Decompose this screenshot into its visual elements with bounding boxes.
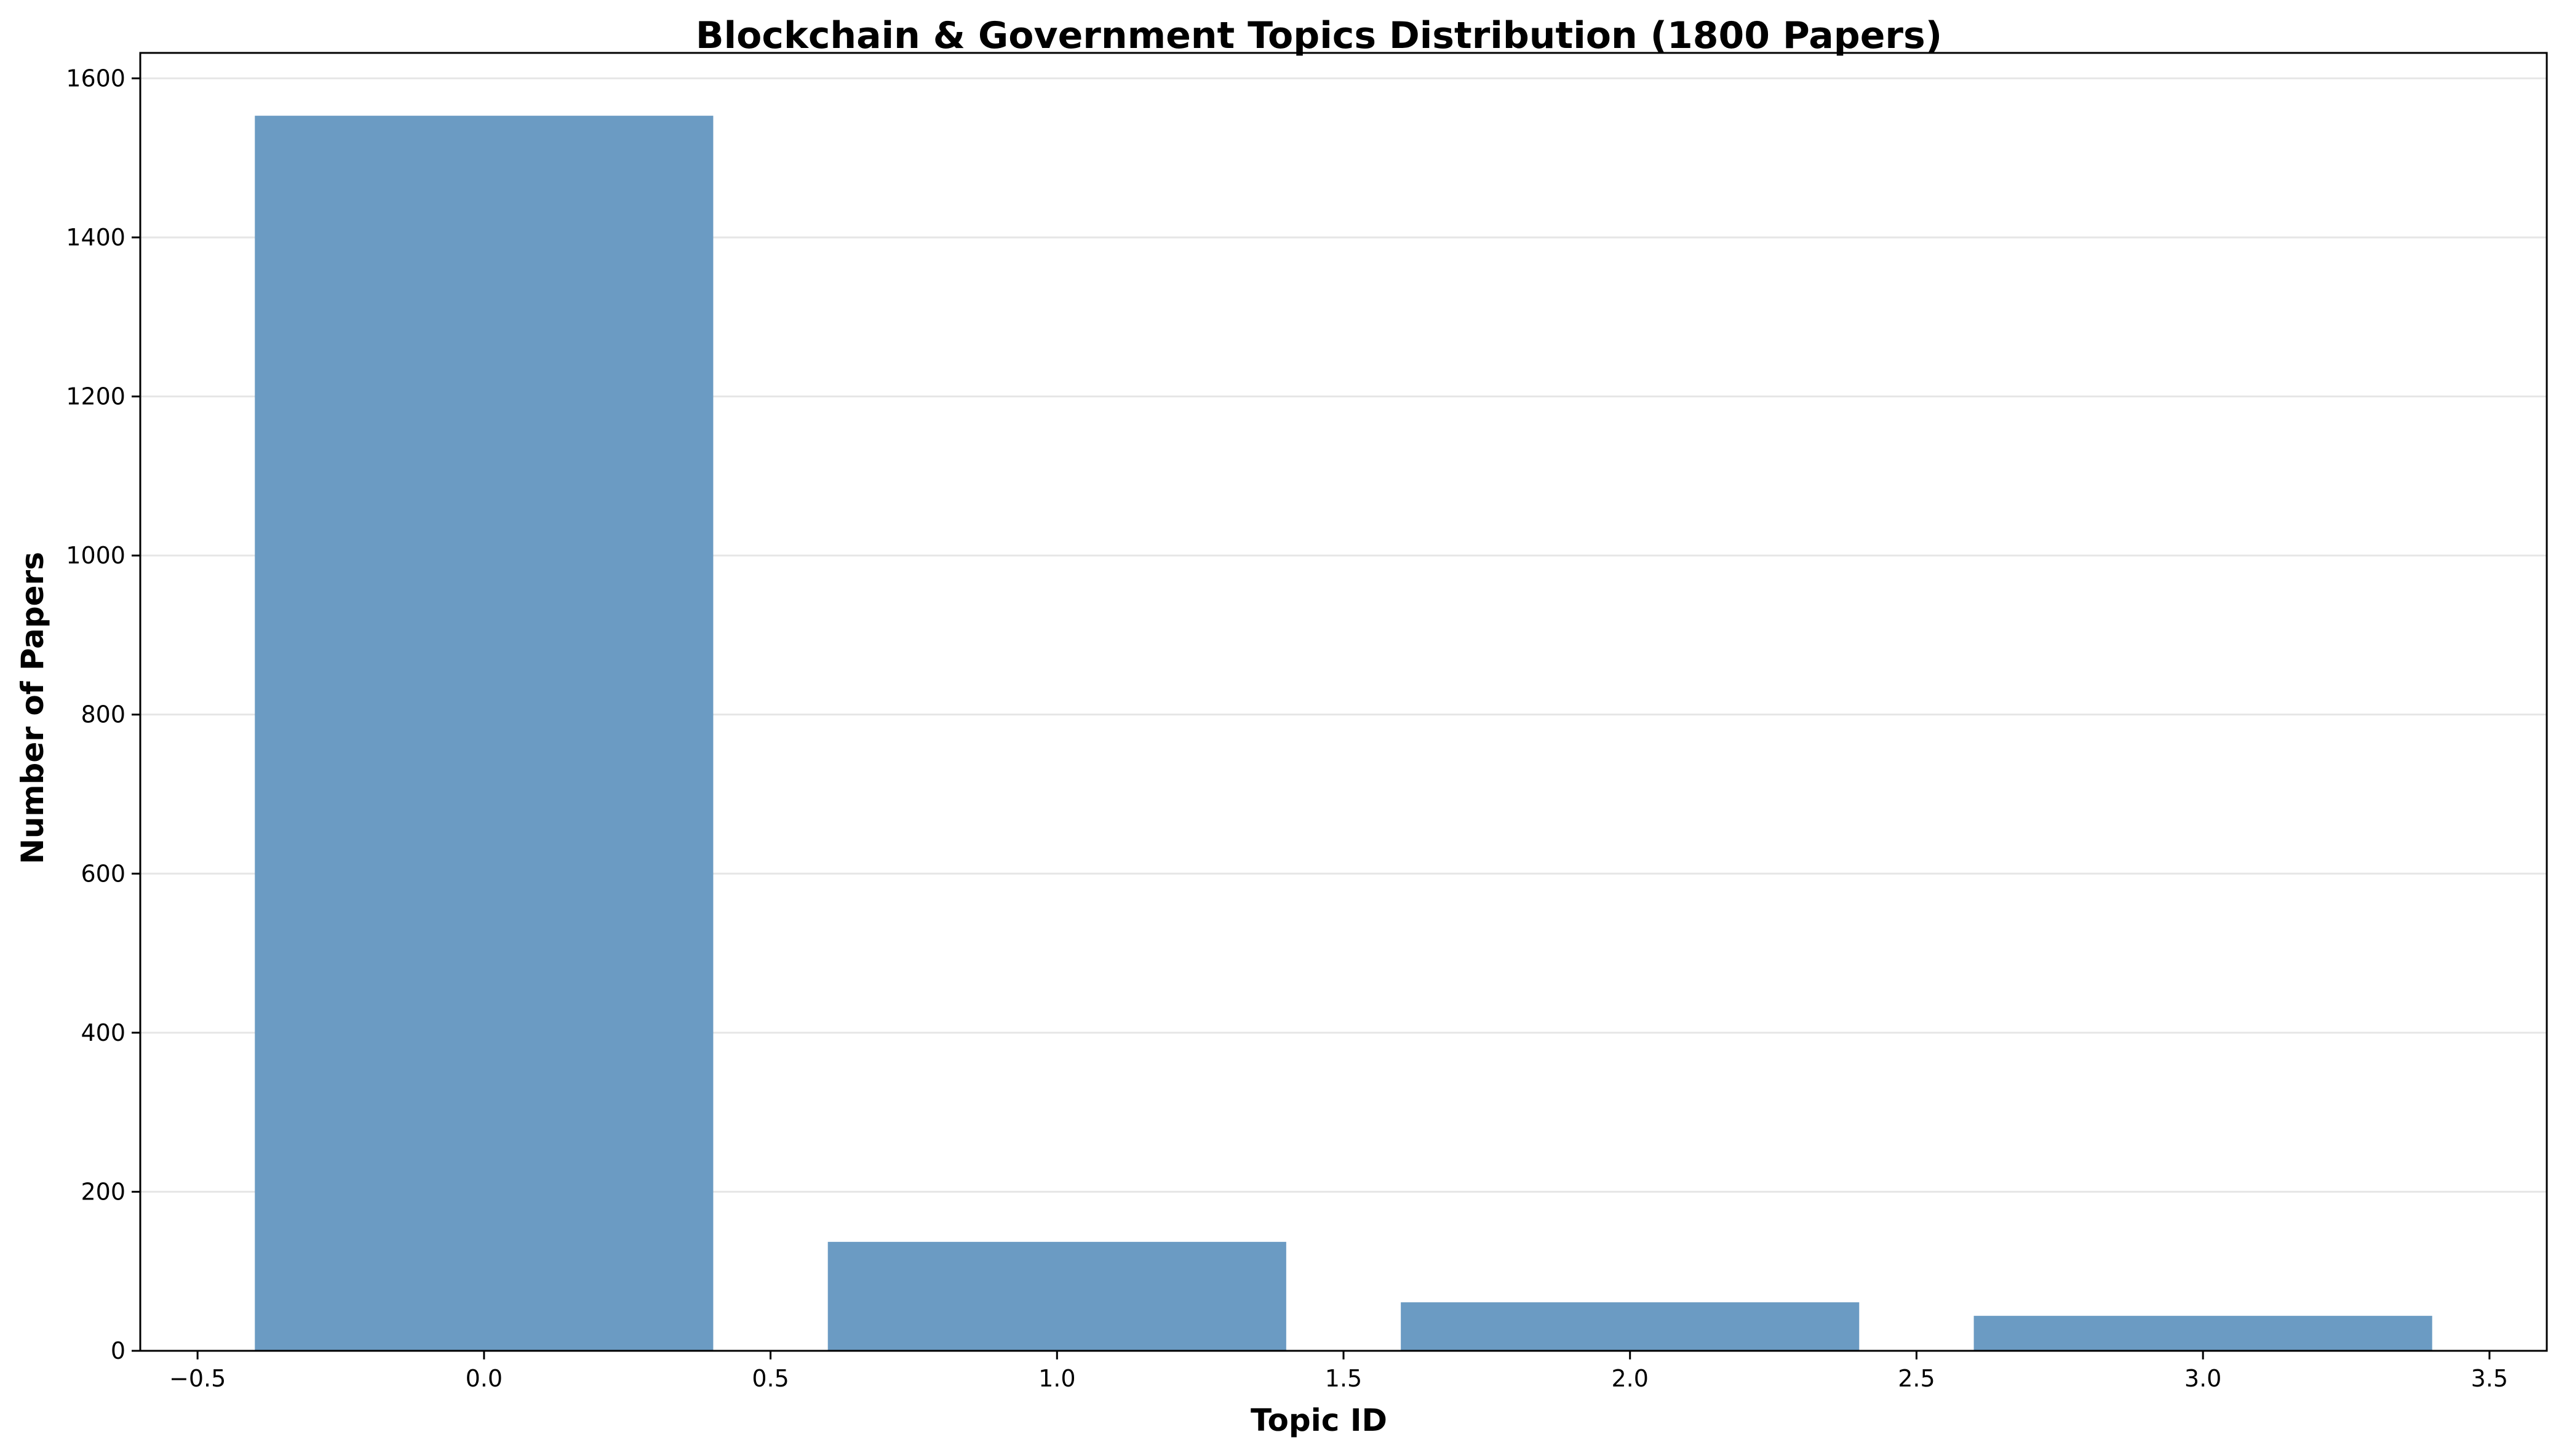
bar-topic-0 [255, 116, 714, 1351]
x-tick-label-8: 3.5 [2471, 1365, 2508, 1392]
y-axis-ticks: 0 200 400 600 800 1000 1200 1400 1600 [66, 65, 140, 1364]
y-tick-label-7: 1400 [66, 224, 125, 251]
x-axis-ticks: −0.5 0.0 0.5 1.0 1.5 2.0 2.5 3.0 3.5 [169, 1351, 2508, 1392]
y-tick-label-6: 1200 [66, 383, 125, 410]
y-tick-label-8: 1600 [66, 65, 125, 92]
bar-topic-3 [1973, 1316, 2432, 1351]
bar-topic-1 [827, 1241, 1286, 1351]
x-axis-label: Topic ID [1251, 1402, 1387, 1438]
x-tick-label-7: 3.0 [2184, 1365, 2221, 1392]
y-tick-label-1: 200 [81, 1178, 125, 1205]
y-tick-label-4: 800 [81, 701, 125, 728]
chart-title: Blockchain & Government Topics Distribut… [696, 14, 1942, 57]
x-tick-label-1: 0.0 [466, 1365, 503, 1392]
x-tick-label-3: 1.0 [1038, 1365, 1075, 1392]
x-tick-label-5: 2.0 [1611, 1365, 1648, 1392]
y-tick-label-3: 600 [81, 860, 125, 887]
x-tick-label-0: −0.5 [169, 1365, 226, 1392]
bar-topic-2 [1401, 1302, 1860, 1351]
y-tick-label-0: 0 [111, 1337, 125, 1364]
x-tick-label-4: 1.5 [1325, 1365, 1362, 1392]
y-tick-label-5: 1000 [66, 542, 125, 569]
y-axis-label: Number of Papers [15, 552, 50, 864]
y-tick-label-2: 400 [81, 1019, 125, 1046]
bars [255, 116, 2432, 1351]
x-tick-label-6: 2.5 [1898, 1365, 1935, 1392]
x-tick-label-2: 0.5 [752, 1365, 789, 1392]
